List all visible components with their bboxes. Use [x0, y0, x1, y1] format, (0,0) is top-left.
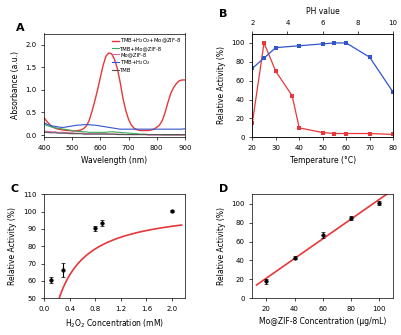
TMB+H$_2$O$_2$+Mo@ZIF-8: [89, 110, 94, 114]
Mo@ZIF-8: [84, 132, 89, 136]
TMB+H$_2$O$_2$+Mo@ZIF-8: [106, 51, 111, 55]
X-axis label: Mo@ZIF-8 Concentration (μg/mL): Mo@ZIF-8 Concentration (μg/mL): [259, 317, 386, 326]
TMB+Mo@ZIF-8: [180, 133, 184, 137]
X-axis label: Wavelength (nm): Wavelength (nm): [81, 156, 148, 165]
TMB+Mo@ZIF-8: [135, 132, 140, 136]
TMB: [182, 133, 187, 137]
Text: C: C: [10, 184, 18, 194]
Mo@ZIF-8: [180, 133, 184, 137]
TMB+H$_2$O$_2$+Mo@ZIF-8: [75, 129, 80, 133]
TMB+H$_2$O$_2$: [42, 121, 47, 125]
Line: TMB+H$_2$O$_2$+Mo@ZIF-8: TMB+H$_2$O$_2$+Mo@ZIF-8: [44, 53, 185, 131]
TMB+H$_2$O$_2$: [117, 127, 122, 131]
TMB: [146, 133, 151, 137]
Mo@ZIF-8: [42, 129, 47, 133]
TMB+Mo@ZIF-8: [73, 129, 77, 133]
Mo@ZIF-8: [143, 133, 148, 137]
Line: TMB: TMB: [44, 132, 185, 135]
Text: D: D: [219, 184, 228, 194]
TMB+H$_2$O$_2$: [87, 123, 91, 127]
TMB: [138, 133, 142, 137]
Legend: TMB+H$_2$O$_2$+Mo@ZIF-8, TMB+Mo@ZIF-8, Mo@ZIF-8, TMB+H$_2$O$_2$, TMB: TMB+H$_2$O$_2$+Mo@ZIF-8, TMB+Mo@ZIF-8, M…: [112, 36, 182, 73]
TMB+H$_2$O$_2$: [138, 127, 142, 131]
TMB+H$_2$O$_2$+Mo@ZIF-8: [182, 78, 187, 82]
TMB+Mo@ZIF-8: [160, 133, 165, 137]
TMB+H$_2$O$_2$: [180, 127, 184, 131]
TMB+H$_2$O$_2$: [84, 123, 89, 127]
Y-axis label: Relative Activity (%): Relative Activity (%): [217, 46, 226, 124]
Text: B: B: [219, 9, 227, 19]
X-axis label: Temperature (°C): Temperature (°C): [290, 156, 356, 165]
TMB: [73, 132, 77, 136]
TMB+Mo@ZIF-8: [84, 130, 89, 134]
TMB: [84, 132, 89, 136]
TMB+Mo@ZIF-8: [182, 133, 187, 137]
TMB+H$_2$O$_2$+Mo@ZIF-8: [87, 119, 91, 123]
TMB+H$_2$O$_2$+Mo@ZIF-8: [140, 129, 145, 133]
TMB: [42, 130, 47, 134]
TMB+H$_2$O$_2$+Mo@ZIF-8: [180, 78, 184, 82]
TMB: [87, 132, 91, 136]
TMB+Mo@ZIF-8: [143, 132, 148, 136]
TMB: [115, 133, 119, 137]
Text: A: A: [16, 23, 24, 34]
TMB+Mo@ZIF-8: [87, 130, 91, 134]
X-axis label: H$_2$O$_2$ Concentration (mM): H$_2$O$_2$ Concentration (mM): [65, 317, 164, 330]
TMB+H$_2$O$_2$: [146, 127, 151, 131]
Line: TMB+H$_2$O$_2$: TMB+H$_2$O$_2$: [44, 123, 185, 129]
TMB: [180, 133, 184, 137]
Mo@ZIF-8: [135, 133, 140, 137]
Line: Mo@ZIF-8: Mo@ZIF-8: [44, 131, 185, 135]
Mo@ZIF-8: [87, 132, 91, 136]
Mo@ZIF-8: [73, 131, 77, 135]
Line: TMB+Mo@ZIF-8: TMB+Mo@ZIF-8: [44, 124, 185, 135]
X-axis label: PH value: PH value: [306, 7, 340, 16]
Y-axis label: Relative Activity (%): Relative Activity (%): [8, 207, 17, 285]
TMB+H$_2$O$_2$: [73, 124, 77, 128]
TMB+H$_2$O$_2$+Mo@ZIF-8: [70, 129, 75, 133]
TMB+Mo@ZIF-8: [42, 122, 47, 126]
TMB+H$_2$O$_2$+Mo@ZIF-8: [42, 116, 47, 120]
Y-axis label: Absorbance (a.u.): Absorbance (a.u.): [11, 51, 20, 119]
TMB+H$_2$O$_2$: [182, 127, 187, 131]
Y-axis label: Relative Activity (%): Relative Activity (%): [217, 207, 226, 285]
TMB+H$_2$O$_2$+Mo@ZIF-8: [149, 128, 154, 132]
Mo@ZIF-8: [146, 133, 151, 137]
Mo@ZIF-8: [182, 133, 187, 137]
